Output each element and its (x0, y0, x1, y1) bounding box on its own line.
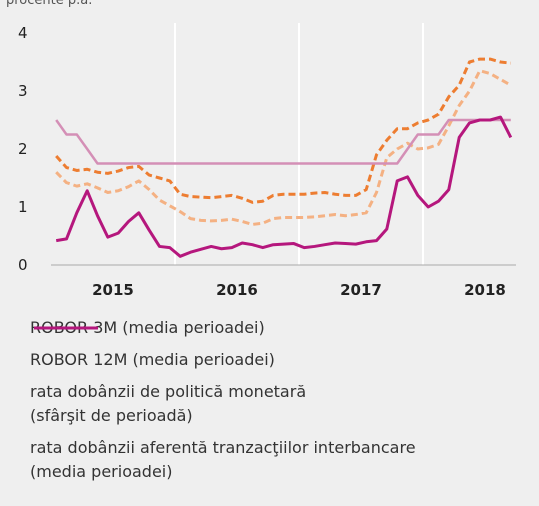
legend-swatch (34, 326, 98, 330)
series-line (55, 115, 513, 258)
y-unit-label: procente p.a. (6, 0, 92, 8)
series-line (55, 69, 512, 226)
legend-label: rata dobânzii aferentă tranzacţiilor int… (30, 438, 416, 481)
x-tick-label: 2015 (92, 281, 134, 299)
legend-entry: rata dobânzii aferentă tranzacţiilor int… (30, 326, 530, 484)
y-tick-label: 1 (18, 198, 28, 216)
legend-entry: ROBOR 3M (media perioadei) (30, 316, 530, 340)
series-line (55, 118, 511, 165)
y-tick-label: 0 (18, 256, 28, 274)
x-tick-label: 2017 (340, 281, 382, 299)
legend-entry: ROBOR 12M (media perioadei) (30, 326, 530, 372)
legend: ROBOR 3M (media perioadei) ROBOR 12M (med… (30, 316, 530, 492)
y-tick-label: 4 (18, 24, 28, 42)
x-tick-label: 2016 (216, 281, 258, 299)
legend-label: ROBOR 3M (media perioadei) (30, 318, 265, 337)
legend-label: ROBOR 12M (media perioadei) (30, 350, 275, 369)
y-tick-label: 3 (18, 82, 28, 100)
legend-label: rata dobânzii de politică monetară (sfâr… (30, 382, 307, 425)
y-tick-label: 2 (18, 140, 28, 158)
series-line (55, 57, 511, 204)
legend-entry: rata dobânzii de politică monetară (sfâr… (30, 326, 530, 428)
x-tick-label: 2018 (464, 281, 506, 299)
